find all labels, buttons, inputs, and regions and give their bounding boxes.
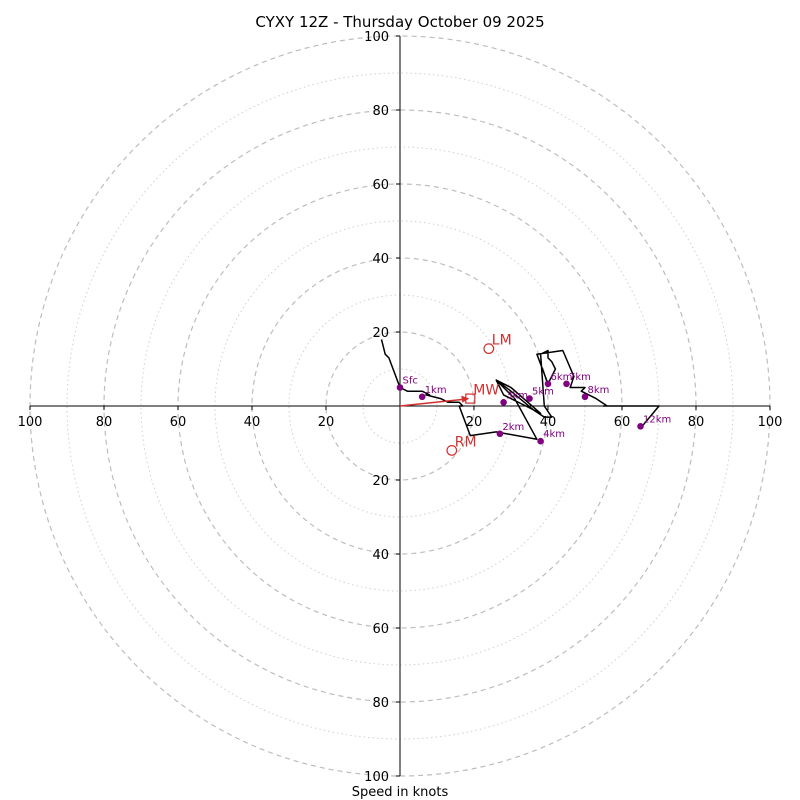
- height-marker-dot: [563, 380, 570, 388]
- y-tick-label: 80: [372, 696, 389, 711]
- height-marker-Sfc: Sfc: [396, 376, 418, 391]
- y-tick-label: 40: [372, 548, 389, 563]
- storm-motion-MW: MW: [465, 383, 499, 404]
- wind-profile: [380, 339, 660, 441]
- storm-motion-marker: [446, 445, 458, 456]
- height-marker-dot: [544, 380, 552, 388]
- y-tick-label: 20: [372, 326, 389, 341]
- height-marker-7km: 7km: [563, 372, 591, 388]
- y-tick-label: 20: [372, 474, 389, 489]
- x-tick-label: 80: [96, 415, 113, 430]
- height-marker-label: 2km: [502, 422, 524, 433]
- x-tick-label: 40: [540, 415, 557, 430]
- height-marker-8km: 8km: [581, 385, 610, 401]
- x-tick-label: 60: [170, 415, 187, 430]
- height-marker-dot: [526, 395, 533, 402]
- y-tick-label: 40: [372, 252, 389, 267]
- storm-motion: LM RM MW: [399, 333, 512, 456]
- storm-motion-RM: RM: [446, 434, 477, 456]
- y-tick-label: 60: [372, 622, 389, 637]
- height-marker-dot: [418, 393, 426, 401]
- y-tick-label: 60: [372, 178, 389, 193]
- x-tick-label: 60: [614, 415, 631, 430]
- height-marker-label: Sfc: [403, 376, 418, 387]
- storm-motion-LM: LM: [483, 333, 512, 355]
- height-marker-label: 6km: [551, 372, 573, 383]
- height-marker-dot: [496, 430, 504, 438]
- x-tick-label: 20: [466, 415, 483, 430]
- height-marker-dot: [637, 423, 644, 430]
- chart-title: CYXY 12Z - Thursday October 09 2025: [255, 13, 544, 31]
- storm-motion-label: LM: [492, 333, 512, 349]
- x-tick-label: 20: [318, 415, 335, 430]
- tick-labels: 100 80 60 40 20 20 40 60 80 100 100 80 60 40 20 20 40 60 8…: [18, 30, 783, 785]
- height-marker-label: 3km: [506, 390, 528, 401]
- x-tick-label: 40: [244, 415, 261, 430]
- height-marker-1km: 1km: [418, 385, 447, 401]
- height-marker-6km: 6km: [544, 372, 573, 388]
- x-tick-label: 100: [758, 415, 783, 430]
- height-marker-dot: [537, 437, 544, 445]
- storm-motion-label: MW: [473, 383, 499, 399]
- height-marker-dot: [500, 399, 507, 406]
- height-marker-5km: 5km: [526, 387, 554, 402]
- x-tick-label: 100: [18, 415, 43, 430]
- x-axis-label: Speed in knots: [352, 785, 449, 800]
- height-marker-label: 7km: [569, 372, 591, 383]
- y-tick-label: 100: [364, 770, 389, 785]
- height-marker-dot: [396, 384, 404, 391]
- height-marker-label: 5km: [532, 387, 554, 398]
- storm-motion-marker: [483, 343, 495, 355]
- storm-motion-label: RM: [455, 434, 477, 450]
- height-marker-label: 8km: [588, 385, 610, 396]
- mean-wind-arrow: [399, 398, 465, 407]
- height-marker-dot: [581, 393, 589, 401]
- height-marker-4km: 4km: [537, 429, 565, 445]
- height-marker-label: 1km: [425, 385, 447, 396]
- height-marker-label: 4km: [543, 429, 565, 440]
- storm-motion-marker: [465, 393, 476, 404]
- y-tick-label: 80: [372, 104, 389, 119]
- height-marker-12km: 12km: [637, 414, 671, 430]
- height-marker-3km: 3km: [500, 390, 528, 406]
- height-marker-label: 12km: [643, 414, 671, 425]
- x-tick-label: 80: [688, 415, 705, 430]
- y-tick-label: 100: [364, 30, 389, 45]
- height-marker-2km: 2km: [496, 422, 524, 438]
- wind-profile-line: [380, 339, 660, 441]
